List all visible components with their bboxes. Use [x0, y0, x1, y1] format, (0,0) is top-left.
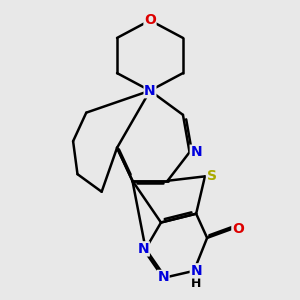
Text: N: N — [144, 84, 156, 98]
Text: O: O — [232, 222, 244, 236]
Text: N: N — [190, 145, 202, 159]
Text: O: O — [144, 14, 156, 27]
Text: N: N — [190, 264, 202, 278]
Text: N: N — [158, 270, 169, 284]
Text: N: N — [138, 242, 149, 256]
Text: H: H — [191, 277, 201, 290]
Text: S: S — [206, 169, 217, 183]
